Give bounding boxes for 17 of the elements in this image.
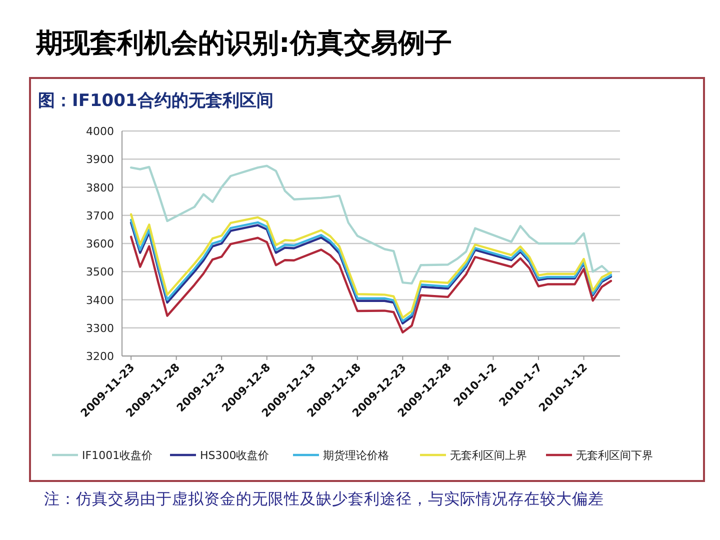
y-tick-label: 3500 <box>86 266 114 279</box>
y-tick-label: 4000 <box>86 125 114 138</box>
legend-label: HS300收盘价 <box>200 449 270 462</box>
annotation: 注：仿真交易由于虚拟资金的无限性及缺少套利途径，与实际情况存在较大偏差 <box>44 490 604 508</box>
legend-label: 无套利区间上界 <box>450 449 527 462</box>
y-tick-label: 3200 <box>86 350 114 363</box>
y-tick-label: 3700 <box>86 209 114 222</box>
y-tick-label: 3400 <box>86 294 114 307</box>
legend-label: 无套利区间下界 <box>576 449 653 462</box>
y-tick-label: 3900 <box>86 153 114 166</box>
subtitle: 图：IF1001合约的无套利区间 <box>38 91 274 111</box>
y-tick-label: 3800 <box>86 181 114 194</box>
y-tick-label: 3600 <box>86 238 114 250</box>
y-tick-label: 3300 <box>86 322 114 335</box>
legend-label: 期货理论价格 <box>323 449 389 462</box>
title: 期现套利机会的识别:仿真交易例子 <box>36 28 452 59</box>
legend-label: IF1001收盘价 <box>82 449 153 462</box>
